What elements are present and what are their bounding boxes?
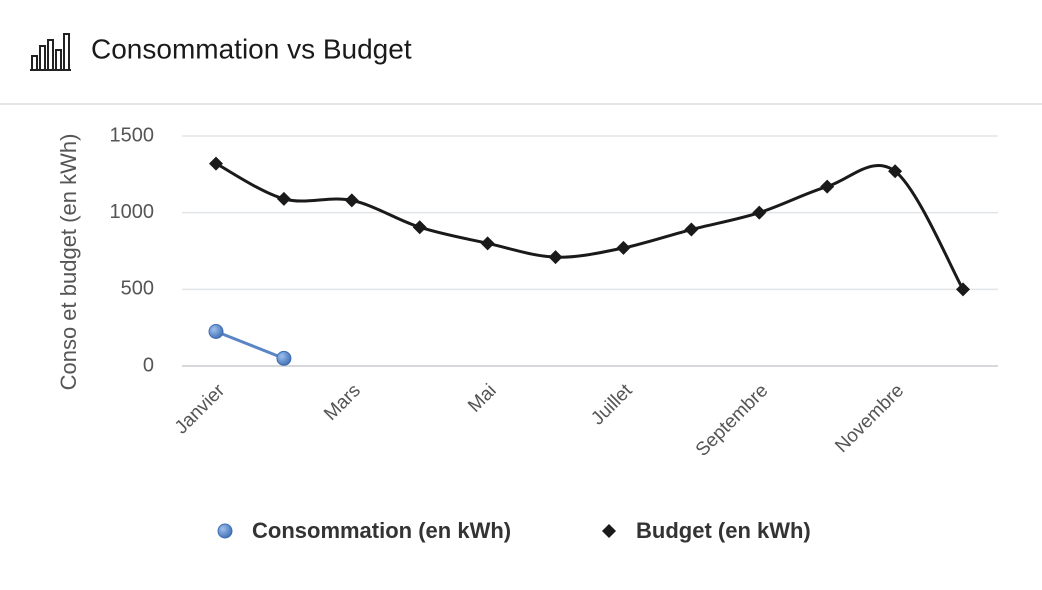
x-tick-label: Juillet [587, 380, 637, 430]
point [684, 222, 699, 237]
point [616, 240, 631, 255]
point [412, 220, 427, 235]
point [820, 179, 835, 194]
legend-item: Budget (en kWh) [602, 518, 811, 543]
x-tick-label: Septembre [692, 380, 773, 461]
point [956, 282, 970, 297]
series-line [215, 330, 285, 360]
point [480, 236, 495, 251]
legend-label: Consommation (en kWh) [252, 518, 511, 543]
legend-marker [217, 523, 233, 539]
x-tick-label: Novembre [831, 380, 908, 457]
point [208, 324, 224, 339]
point [888, 164, 903, 179]
chart-title: Consommation vs Budget [91, 33, 412, 64]
point [548, 250, 563, 265]
point [276, 350, 292, 366]
point [276, 191, 291, 206]
y-tick-label: 0 [143, 354, 154, 376]
point [209, 156, 223, 171]
point [752, 205, 767, 220]
header-icon [30, 33, 71, 71]
y-axis-label: Conso et budget (en kWh) [56, 134, 81, 391]
series-line [215, 162, 965, 291]
y-tick-label: 500 [121, 278, 154, 300]
x-tick-label: Mai [464, 380, 501, 417]
x-tick-label: Mars [320, 380, 365, 425]
legend-marker [602, 524, 616, 538]
y-tick-label: 1000 [110, 201, 155, 223]
legend-label: Budget (en kWh) [636, 518, 811, 543]
legend-item: Consommation (en kWh) [217, 518, 511, 543]
y-tick-label: 1500 [110, 124, 155, 146]
point [344, 193, 359, 208]
x-tick-label: Janvier [171, 380, 230, 439]
